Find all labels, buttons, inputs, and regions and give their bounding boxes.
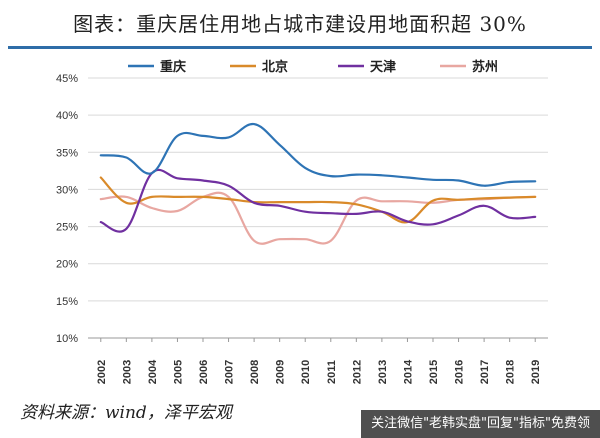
gridlines bbox=[88, 77, 548, 339]
y-tick-label: 40% bbox=[56, 110, 78, 122]
x-tick-label: 2009 bbox=[275, 360, 287, 384]
y-tick-label: 30% bbox=[56, 184, 78, 196]
y-tick-label: 35% bbox=[56, 147, 78, 159]
x-tick-label: 2014 bbox=[402, 359, 414, 384]
y-tick-label: 20% bbox=[56, 259, 78, 271]
x-tick-label: 2008 bbox=[249, 360, 261, 384]
series-line bbox=[99, 176, 537, 224]
y-tick-label: 10% bbox=[56, 333, 78, 345]
chart-title: 图表：重庆居住用地占城市建设用地面积超 30% bbox=[73, 11, 527, 36]
x-tick-label: 2005 bbox=[172, 360, 184, 384]
y-tick-label: 25% bbox=[56, 222, 78, 234]
x-tick-label: 2010 bbox=[300, 360, 312, 384]
legend-label: 天津 bbox=[370, 59, 396, 75]
watermark-banner: 关注微信"老韩实盘"回复"指标"免费领 bbox=[361, 410, 600, 438]
x-tick-label: 2017 bbox=[479, 360, 491, 384]
series-line bbox=[99, 191, 537, 245]
y-tick-label: 15% bbox=[56, 296, 78, 308]
x-tick-label: 2007 bbox=[224, 360, 236, 384]
series-line bbox=[99, 122, 537, 187]
series-lines bbox=[99, 122, 537, 245]
x-tick-label: 2003 bbox=[121, 360, 133, 384]
title-rule bbox=[8, 46, 592, 49]
series-line bbox=[99, 168, 537, 233]
x-tick-label: 2015 bbox=[428, 360, 440, 384]
y-axis: 10% 15% 20% 25% 30% 35% 40% 45% bbox=[56, 73, 78, 345]
line-chart: 10%15%20%25%30%35%40%45% 2002 2003 2004 200… bbox=[56, 59, 548, 384]
legend-label: 苏州 bbox=[472, 59, 498, 75]
legend-label: 重庆 bbox=[160, 59, 186, 75]
x-tick-label: 2006 bbox=[198, 360, 210, 384]
x-tick-label: 2016 bbox=[454, 360, 466, 384]
x-tick-label: 2018 bbox=[505, 360, 517, 384]
legend: 重庆 北京 天津 苏州 bbox=[128, 59, 498, 75]
x-axis: 2002 2003 2004 2005 2006 2007 2008 2009 2010 2011… bbox=[96, 338, 542, 384]
x-tick-label: 2011 bbox=[326, 360, 338, 384]
x-tick-label: 2013 bbox=[377, 360, 389, 384]
x-tick-label: 2002 bbox=[96, 360, 108, 384]
y-tick-label: 45% bbox=[56, 73, 78, 85]
x-tick-label: 2019 bbox=[530, 360, 542, 384]
source-note: 资料来源：wind，泽平宏观 bbox=[20, 403, 232, 423]
x-tick-label: 2012 bbox=[351, 360, 363, 384]
legend-label: 北京 bbox=[262, 59, 288, 75]
x-tick-label: 2004 bbox=[147, 359, 159, 384]
